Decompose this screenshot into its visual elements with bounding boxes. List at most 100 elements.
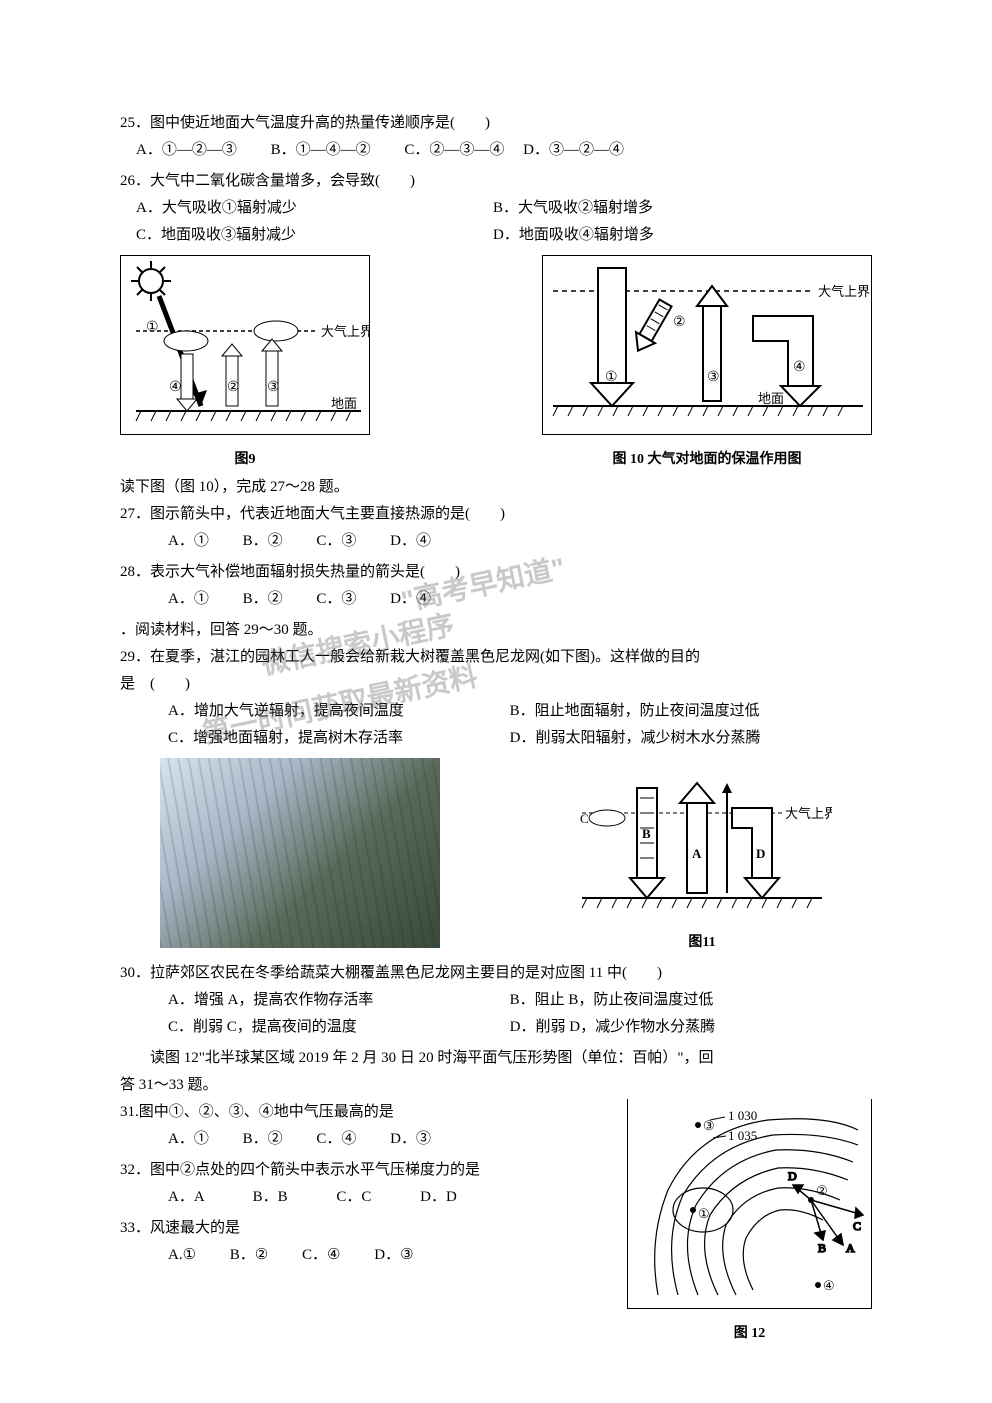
figure-10: 大气上界 地面 ① bbox=[542, 255, 872, 472]
option-c: C．C bbox=[336, 1189, 371, 1205]
option-a: A．A bbox=[168, 1189, 204, 1205]
figure-12-label: 图 12 bbox=[627, 1321, 872, 1346]
question-27: 27．图示箭头中，代表近地面大气主要直接热源的是( ) A．① B．② C．③ … bbox=[120, 501, 872, 555]
ground-label: 地面 bbox=[331, 396, 357, 411]
option-d: D．④ bbox=[390, 591, 431, 607]
tree-photo-image bbox=[160, 758, 440, 948]
question-30: 30．拉萨郊区农民在冬季给蔬菜大棚覆盖黑色尼龙网主要目的是对应图 11 中( )… bbox=[120, 960, 872, 1041]
question-options: A．增加大气逆辐射，提高夜间温度 B．阻止地面辐射，防止夜间温度过低 C．增强地… bbox=[120, 698, 872, 752]
question-text: 25．图中使近地面大气温度升高的热量传递顺序是( ) bbox=[120, 110, 872, 137]
option-d: D．③—②—④ bbox=[523, 142, 624, 158]
option-a: A．① bbox=[168, 1131, 209, 1147]
point-4: ④ bbox=[823, 1278, 835, 1293]
figure-11-svg: 大气上界 C B A bbox=[572, 758, 832, 918]
isobar-1030: 1 030 bbox=[728, 1108, 757, 1123]
figure-12: 1 030 1 035 ① ② ③ ④ C A B D bbox=[627, 1099, 872, 1346]
figures-row-photo-11: 大气上界 C B A bbox=[120, 758, 872, 958]
atmosphere-label: 大气上界 bbox=[321, 324, 370, 339]
option-c: C．②—③—④ bbox=[404, 142, 504, 158]
option-b: B．② bbox=[243, 1131, 283, 1147]
ground-label: 地面 bbox=[758, 391, 784, 406]
option-b: B．② bbox=[243, 591, 283, 607]
label-c: C bbox=[580, 811, 589, 826]
label-b: B bbox=[642, 826, 651, 841]
figure-11-label: 图11 bbox=[572, 930, 832, 955]
question-text-line1: 29．在夏季，湛江的园林工人一般会给新栽大树覆盖黑色尼龙网(如下图)。这样做的目… bbox=[120, 644, 872, 671]
label-4: ④ bbox=[793, 360, 806, 375]
option-d: D．地面吸收④辐射增多 bbox=[493, 222, 846, 249]
question-text: 28．表示大气补偿地面辐射损失热量的箭头是( ) bbox=[120, 559, 872, 586]
question-25: 25．图中使近地面大气温度升高的热量传递顺序是( ) A．①—②—③ B．①—④… bbox=[120, 110, 872, 164]
option-d: D．D bbox=[420, 1189, 457, 1205]
atmosphere-label: 大气上界 bbox=[818, 284, 870, 299]
label-4: ④ bbox=[169, 380, 182, 395]
figure-11: 大气上界 C B A bbox=[572, 758, 832, 958]
option-a: A.① bbox=[168, 1247, 196, 1263]
question-28: 28．表示大气补偿地面辐射损失热量的箭头是( ) A．① B．② C．③ D．④ bbox=[120, 559, 872, 613]
option-a: A．①—②—③ bbox=[136, 142, 237, 158]
option-c: C．④ bbox=[302, 1247, 340, 1263]
option-d: D．③ bbox=[390, 1131, 431, 1147]
option-b: B．② bbox=[243, 533, 283, 549]
option-c: C．地面吸收③辐射减少 bbox=[136, 222, 489, 249]
reading-instruction: 读下图（图 10），完成 27～28 题。 bbox=[120, 474, 872, 501]
question-text: 30．拉萨郊区农民在冬季给蔬菜大棚覆盖黑色尼龙网主要目的是对应图 11 中( ) bbox=[120, 960, 872, 987]
isobar-1035: 1 035 bbox=[728, 1128, 757, 1143]
question-options: A．增强 A，提高农作物存活率 B．阻止 B，防止夜间温度过低 C．削弱 C，提… bbox=[120, 987, 872, 1041]
option-a: A．大气吸收①辐射减少 bbox=[136, 195, 489, 222]
reading-instruction: ．阅读材料，回答 29～30 题。 bbox=[120, 617, 872, 644]
label-1: ① bbox=[605, 370, 618, 385]
option-b: B．①—④—② bbox=[271, 142, 371, 158]
figure-9: ① 大气上界 地面 ④ bbox=[120, 255, 370, 472]
option-d: D．削弱太阳辐射，减少树木水分蒸腾 bbox=[510, 725, 848, 752]
question-text: 27．图示箭头中，代表近地面大气主要直接热源的是( ) bbox=[120, 501, 872, 528]
point-2: ② bbox=[816, 1183, 828, 1198]
option-d: D．④ bbox=[390, 533, 431, 549]
label-1: ① bbox=[146, 320, 159, 335]
reading-instruction-line2: 答 31～33 题。 bbox=[120, 1072, 872, 1099]
question-options: A．① B．② C．③ D．④ bbox=[120, 586, 872, 613]
arrow-a: A bbox=[846, 1241, 855, 1255]
question-options: A．① B．② C．③ D．④ bbox=[120, 528, 872, 555]
option-b: B．阻止 B，防止夜间温度过低 bbox=[510, 987, 848, 1014]
figure-10-svg: 大气上界 地面 ① bbox=[542, 255, 872, 435]
option-b: B．B bbox=[253, 1189, 288, 1205]
point-1: ① bbox=[698, 1206, 710, 1221]
option-c: C．④ bbox=[316, 1131, 356, 1147]
question-options: A．①—②—③ B．①—④—② C．②—③—④ D．③—②—④ bbox=[120, 137, 872, 164]
label-2: ② bbox=[673, 315, 686, 330]
question-options: A．大气吸收①辐射减少 B．大气吸收②辐射增多 C．地面吸收③辐射减少 D．地面… bbox=[120, 195, 872, 249]
option-b: B．大气吸收②辐射增多 bbox=[493, 195, 846, 222]
option-d: D．削弱 D，减少作物水分蒸腾 bbox=[510, 1014, 848, 1041]
label-d: D bbox=[756, 846, 765, 861]
arrow-b: B bbox=[818, 1241, 826, 1255]
option-b: B．② bbox=[230, 1247, 268, 1263]
label-2: ② bbox=[227, 380, 240, 395]
figure-9-svg: ① 大气上界 地面 ④ bbox=[120, 255, 370, 435]
option-c: C．削弱 C，提高夜间的温度 bbox=[168, 1014, 506, 1041]
figure-10-label: 图 10 大气对地面的保温作用图 bbox=[542, 447, 872, 472]
arrow-c: C bbox=[853, 1219, 861, 1233]
question-29: 29．在夏季，湛江的园林工人一般会给新栽大树覆盖黑色尼龙网(如下图)。这样做的目… bbox=[120, 644, 872, 752]
question-26: 26．大气中二氧化碳含量增多，会导致( ) A．大气吸收①辐射减少 B．大气吸收… bbox=[120, 168, 872, 249]
point-3: ③ bbox=[703, 1118, 715, 1133]
option-a: A．① bbox=[168, 591, 209, 607]
option-b: B．阻止地面辐射，防止夜间温度过低 bbox=[510, 698, 848, 725]
label-a: A bbox=[692, 846, 702, 861]
option-a: A．增加大气逆辐射，提高夜间温度 bbox=[168, 698, 506, 725]
label-3: ③ bbox=[267, 380, 280, 395]
figures-row-9-10: ① 大气上界 地面 ④ bbox=[120, 255, 872, 472]
question-text: 26．大气中二氧化碳含量增多，会导致( ) bbox=[120, 168, 872, 195]
atmosphere-label: 大气上界 bbox=[785, 806, 832, 821]
option-c: C．③ bbox=[316, 591, 356, 607]
option-c: C．增强地面辐射，提高树木存活率 bbox=[168, 725, 506, 752]
label-3: ③ bbox=[707, 370, 720, 385]
tree-photo bbox=[160, 758, 440, 958]
question-text-line2: 是 ( ) bbox=[120, 671, 872, 698]
option-a: A．增强 A，提高农作物存活率 bbox=[168, 987, 506, 1014]
arrow-d: D bbox=[788, 1169, 797, 1183]
figure-12-svg: 1 030 1 035 ① ② ③ ④ C A B D bbox=[627, 1099, 872, 1309]
option-d: D．③ bbox=[374, 1247, 413, 1263]
option-c: C．③ bbox=[316, 533, 356, 549]
option-a: A．① bbox=[168, 533, 209, 549]
